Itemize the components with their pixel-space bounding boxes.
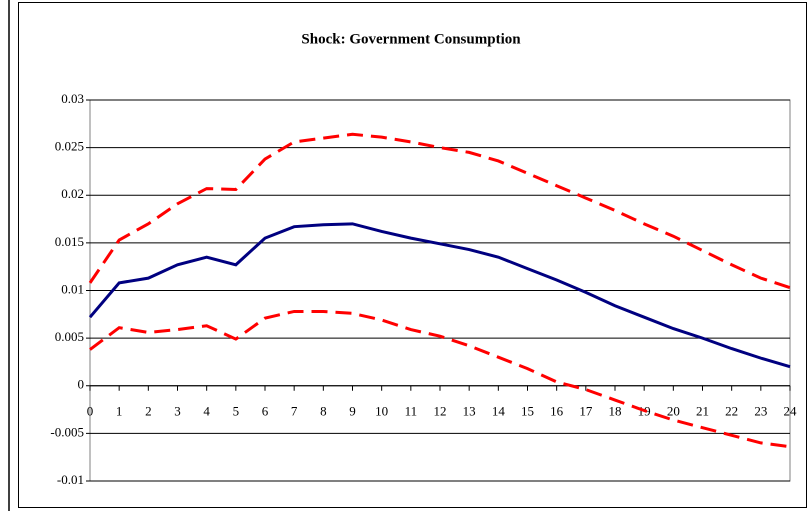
x-tick-label: 17 bbox=[579, 404, 593, 419]
x-tick-label: 1 bbox=[116, 404, 123, 419]
x-tick-label: 10 bbox=[375, 404, 388, 419]
x-tick-label: 21 bbox=[696, 404, 709, 419]
x-tick-label: 24 bbox=[784, 404, 798, 419]
chart-title: Shock: Government Consumption bbox=[301, 31, 521, 47]
x-tick-label: 9 bbox=[349, 404, 356, 419]
x-tick-label: 16 bbox=[550, 404, 564, 419]
x-tick-label: 11 bbox=[405, 404, 418, 419]
x-tick-label: 5 bbox=[233, 404, 240, 419]
y-tick-label: 0.02 bbox=[61, 186, 84, 201]
x-tick-label: 4 bbox=[203, 404, 210, 419]
y-tick-label: -0.005 bbox=[50, 424, 84, 439]
x-tick-label: 18 bbox=[609, 404, 622, 419]
x-tick-label: 13 bbox=[463, 404, 476, 419]
x-tick-label: 6 bbox=[262, 404, 269, 419]
x-tick-label: 2 bbox=[145, 404, 152, 419]
series-line bbox=[88, 222, 791, 369]
y-tick-label: 0 bbox=[78, 377, 85, 392]
x-tick-label: 20 bbox=[667, 404, 680, 419]
x-tick-label: 8 bbox=[320, 404, 327, 419]
x-tick-label: 14 bbox=[492, 404, 506, 419]
x-tick-label: 12 bbox=[434, 404, 447, 419]
x-tick-label: 22 bbox=[725, 404, 738, 419]
series-line bbox=[89, 309, 791, 449]
y-tick-label: 0.015 bbox=[55, 234, 84, 249]
y-tick-label: 0.03 bbox=[61, 91, 84, 106]
series-line bbox=[88, 132, 791, 290]
x-tick-label: 0 bbox=[87, 404, 94, 419]
y-tick-label: 0.005 bbox=[55, 329, 84, 344]
x-tick-label: 3 bbox=[174, 404, 181, 419]
y-tick-label: 0.01 bbox=[61, 281, 84, 296]
y-tick-label: -0.01 bbox=[57, 472, 84, 487]
y-tick-label: 0.025 bbox=[55, 139, 84, 154]
x-tick-label: 23 bbox=[754, 404, 767, 419]
x-tick-label: 7 bbox=[291, 404, 298, 419]
x-tick-label: 15 bbox=[521, 404, 534, 419]
